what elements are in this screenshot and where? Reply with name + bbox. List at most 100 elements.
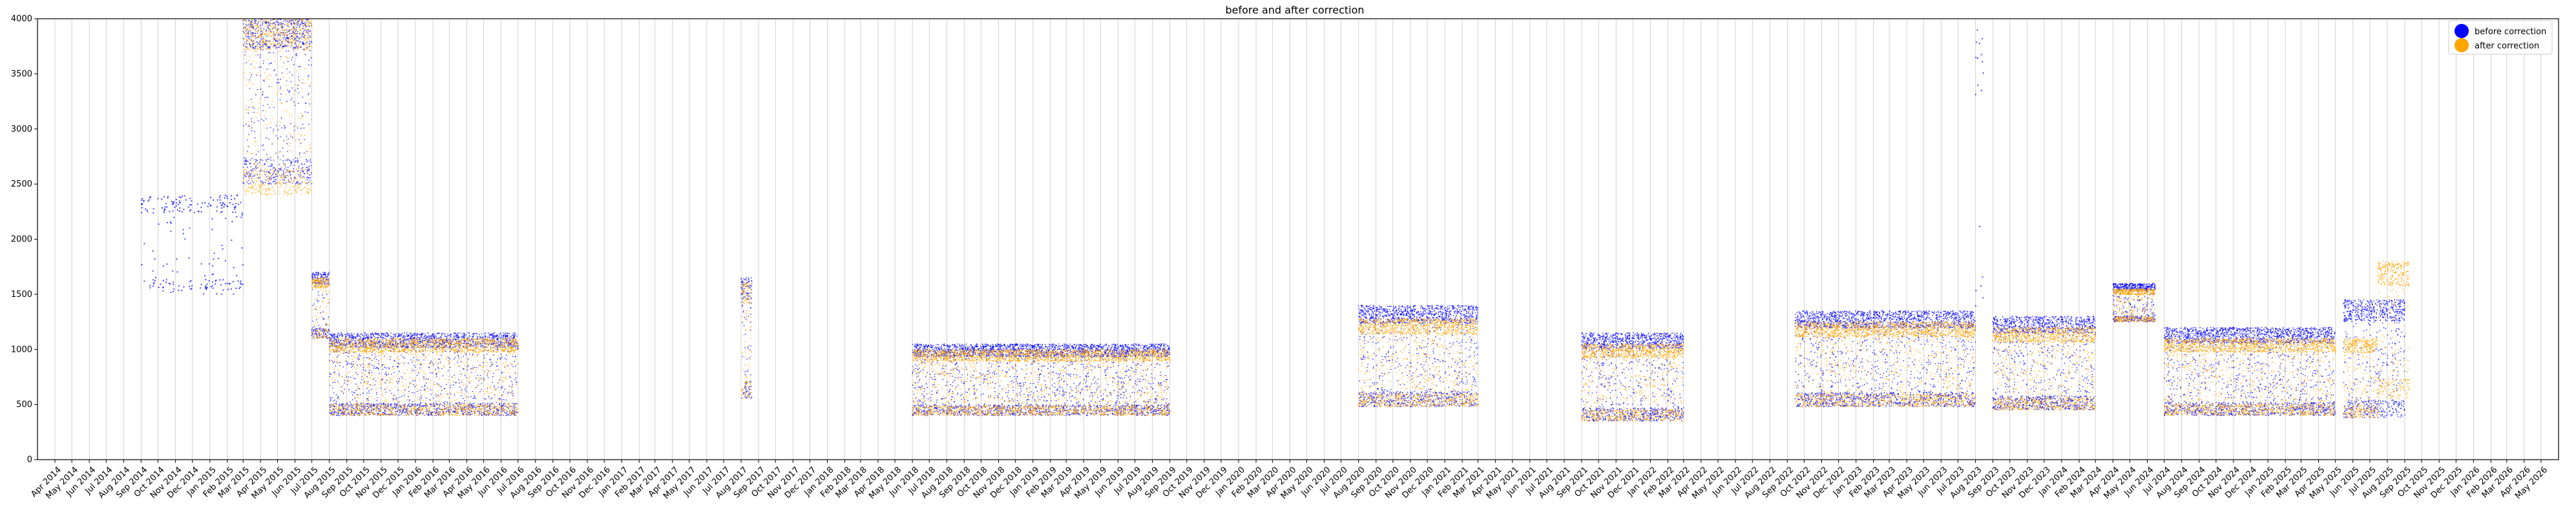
data-point (471, 406, 473, 407)
data-point (1117, 383, 1118, 385)
data-point (414, 386, 415, 387)
data-point (484, 336, 486, 337)
data-point (337, 335, 339, 337)
data-point (468, 396, 469, 398)
data-point (497, 336, 499, 338)
data-point (158, 223, 160, 225)
data-point (407, 339, 409, 340)
data-point (234, 208, 236, 210)
data-point (359, 413, 361, 414)
data-point (470, 396, 472, 397)
data-point (211, 218, 213, 219)
data-point (165, 203, 167, 205)
data-point (271, 175, 273, 177)
data-point (318, 300, 320, 301)
data-point (384, 355, 385, 357)
data-point (454, 356, 456, 358)
data-point (450, 387, 451, 389)
data-point (181, 289, 183, 292)
data-point (505, 413, 507, 414)
data-point (414, 332, 415, 334)
data-point (289, 90, 291, 92)
data-point (344, 388, 345, 390)
data-point (473, 334, 475, 336)
data-point (507, 332, 508, 334)
data-point (361, 379, 362, 380)
data-point (1105, 389, 1106, 391)
data-point (225, 218, 227, 219)
data-point (450, 407, 452, 409)
data-point (450, 334, 452, 336)
data-point (346, 332, 348, 334)
data-point (336, 414, 338, 416)
data-point (227, 205, 229, 207)
data-point (461, 389, 463, 391)
data-point (234, 198, 236, 200)
data-point (494, 406, 496, 407)
data-point (365, 337, 367, 339)
data-point (245, 46, 246, 48)
data-point (275, 26, 277, 28)
data-point (331, 396, 333, 398)
data-point (397, 343, 398, 345)
data-point (362, 334, 364, 336)
data-point (287, 45, 289, 46)
data-point (269, 52, 271, 54)
data-point (347, 380, 349, 382)
data-point (232, 281, 234, 283)
data-point (472, 397, 474, 399)
data-point (247, 183, 249, 185)
data-point (273, 170, 275, 172)
data-point (328, 272, 330, 274)
data-point (306, 30, 308, 32)
data-point (263, 28, 265, 30)
data-point (255, 167, 257, 168)
data-point (267, 97, 269, 98)
data-point (463, 368, 465, 370)
data-point (213, 258, 215, 260)
data-point (348, 363, 350, 365)
data-point (260, 159, 262, 161)
data-point (268, 139, 269, 140)
data-point (280, 175, 282, 177)
data-point (412, 335, 414, 336)
data-point (275, 135, 277, 137)
data-point (232, 211, 234, 213)
data-point (203, 293, 205, 295)
data-point (397, 382, 399, 384)
data-point (500, 354, 502, 355)
data-point (496, 409, 498, 411)
data-point (378, 413, 380, 414)
data-point (268, 47, 270, 48)
data-point (364, 342, 366, 344)
data-point (266, 127, 268, 129)
data-point (430, 414, 432, 416)
data-point (183, 195, 185, 197)
data-point (284, 125, 285, 127)
data-point (435, 335, 437, 337)
data-point (270, 19, 271, 21)
data-point (240, 201, 242, 203)
data-point (346, 334, 348, 336)
data-point (745, 397, 747, 399)
data-point (410, 338, 412, 340)
data-point (278, 46, 280, 48)
data-point (1016, 378, 1017, 380)
data-point (246, 43, 248, 45)
data-point (503, 399, 505, 400)
data-point (446, 407, 447, 409)
data-point (390, 403, 392, 405)
data-point (748, 277, 749, 279)
data-point (360, 333, 361, 335)
data-point (424, 403, 426, 404)
data-point (173, 288, 175, 290)
data-point (309, 179, 311, 181)
data-point (367, 403, 368, 404)
data-point (748, 292, 749, 294)
data-point (749, 287, 751, 289)
data-point (275, 174, 277, 175)
data-point (266, 68, 268, 70)
data-point (403, 362, 405, 364)
data-point (291, 23, 292, 25)
data-point (409, 383, 411, 384)
